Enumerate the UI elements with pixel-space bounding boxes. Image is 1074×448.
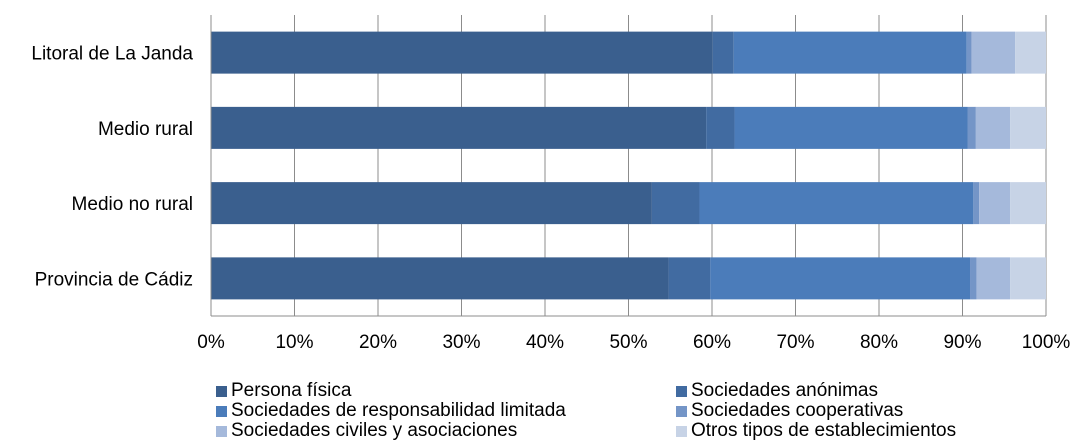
bar-segment [733, 31, 967, 74]
bar-segment [1010, 182, 1046, 225]
bar-segment [706, 106, 735, 149]
legend-swatch [676, 425, 687, 437]
x-tick-label: 20% [359, 332, 397, 353]
bar-segment [970, 257, 977, 300]
x-tick-label: 60% [693, 332, 731, 353]
x-tick-label: 100% [1022, 332, 1071, 353]
legend-item: Sociedades cooperativas [676, 400, 903, 422]
x-tick-label: 10% [275, 332, 313, 353]
bar-segment [211, 257, 669, 300]
legend-swatch [216, 405, 227, 417]
legend-item: Otros tipos de establecimientos [676, 420, 956, 442]
x-tick-label: 70% [776, 332, 814, 353]
bar-segment [966, 31, 972, 74]
legend-item: Persona física [216, 380, 351, 402]
legend-label: Persona física [231, 380, 352, 401]
bar-segment [710, 257, 971, 300]
bar-segment [734, 106, 968, 149]
bar-segment [979, 182, 1011, 225]
bar-segment [211, 31, 713, 74]
legend-label: Otros tipos de establecimientos [691, 420, 957, 441]
bar-segment [651, 182, 700, 225]
bar-segment [668, 257, 711, 300]
legend-item: Sociedades anónimas [676, 380, 878, 402]
bar-segment [976, 257, 1011, 300]
category-label: Medio rural [98, 119, 193, 140]
chart-legend: Persona física Sociedades anónimas Socieda… [216, 380, 1036, 448]
bar-segment [211, 182, 652, 225]
x-tick-label: 40% [526, 332, 564, 353]
legend-label: Sociedades de responsabilidad limitada [231, 400, 566, 421]
legend-swatch [216, 425, 227, 437]
x-tick-label: 50% [609, 332, 647, 353]
legend-swatch [676, 385, 687, 397]
x-tick-label: 30% [442, 332, 480, 353]
x-tick-label: 80% [860, 332, 898, 353]
legend-item: Sociedades de responsabilidad limitada [216, 400, 566, 422]
bar-segment [712, 31, 734, 74]
legend-label: Sociedades anónimas [691, 380, 878, 401]
bar-segment [975, 106, 1011, 149]
legend-label: Sociedades cooperativas [691, 400, 904, 421]
legend-swatch [676, 405, 687, 417]
legend-swatch [216, 385, 227, 397]
bar-segment [211, 106, 707, 149]
bar-segment [1015, 31, 1046, 74]
x-tick-label: 0% [197, 332, 225, 353]
bar-segment [699, 182, 974, 225]
legend-label: Sociedades civiles y asociaciones [231, 420, 518, 441]
bar-segment [1010, 106, 1046, 149]
x-tick-label: 90% [943, 332, 981, 353]
legend-item: Sociedades civiles y asociaciones [216, 420, 517, 442]
bar-segment [967, 106, 976, 149]
stacked-bar-chart: 0% 10% 20% 30% 40% 50% 60% 70% 80% 90% 100% Litoral… [31, 15, 1071, 353]
bar-segment [1010, 257, 1046, 300]
category-label: Medio no rural [72, 194, 193, 215]
category-label: Provincia de Cádiz [35, 269, 193, 290]
bar-segment [971, 31, 1016, 74]
bar-segment [973, 182, 980, 225]
category-label: Litoral de La Janda [31, 44, 193, 65]
